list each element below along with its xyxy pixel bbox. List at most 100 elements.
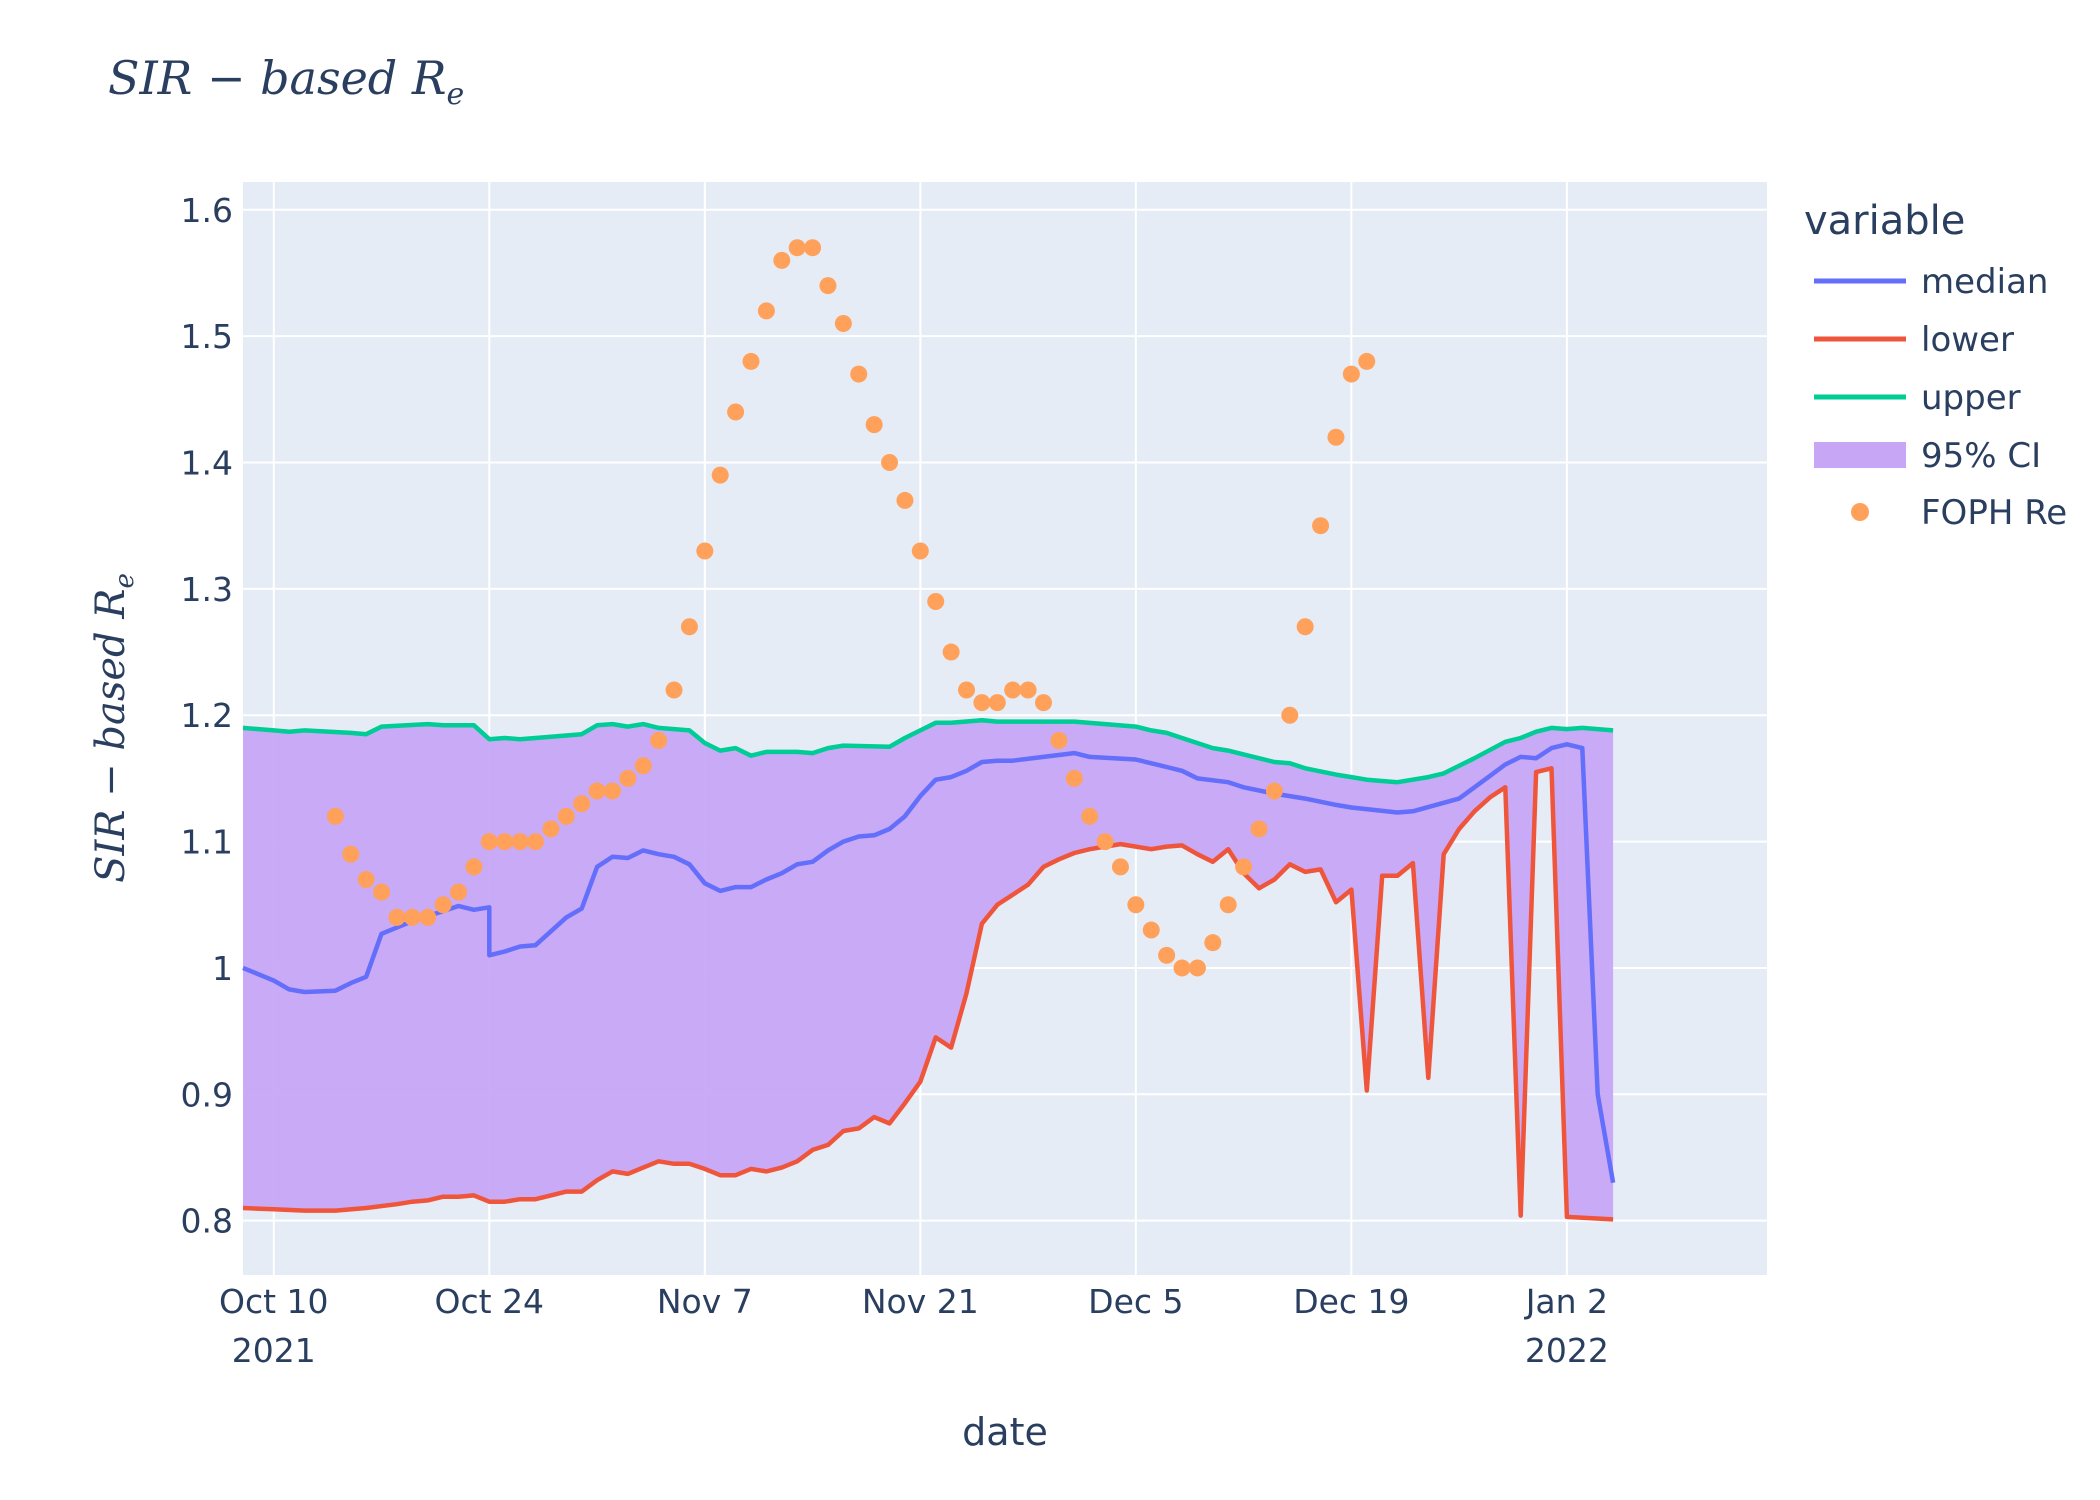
foph-point [958,681,976,699]
legend-label-foph: FOPH Re [1921,493,2067,533]
foph-point [511,833,529,851]
foph-point [526,833,544,851]
foph-point [742,352,760,370]
x-tick-sublabel: 2022 [1525,1331,1609,1370]
foph-point [450,883,468,901]
x-tick-label: Nov 21 [862,1282,979,1321]
foph-point [727,403,745,421]
x-tick-label: Oct 10 [219,1282,329,1321]
foph-point [480,833,498,851]
foph-point [573,795,591,813]
foph-point [696,542,714,560]
foph-point [711,466,729,484]
foph-point [373,883,391,901]
y-axis-title: SIR − based Re [88,573,140,883]
foph-point [1081,807,1099,825]
chart-title-main: SIR − based R [108,51,447,105]
series-line-upper [242,718,1614,785]
foph-point [496,833,514,851]
foph-point [819,277,837,295]
foph-point [1250,820,1268,838]
foph-point [942,643,960,661]
foph-point [1342,365,1360,383]
foph-point [388,908,406,926]
foph-point [650,732,668,750]
foph-point [1296,618,1314,636]
y-tick-label: 1.2 [181,696,233,735]
foph-point [1050,732,1068,750]
y-tick-label: 1 [212,949,233,988]
legend: variable median lower upper 95% CI FOPH … [1804,198,2067,533]
y-tick-label: 1.6 [181,191,233,230]
foph-point [1219,896,1237,914]
foph-points [326,239,1376,977]
foph-point [865,416,883,434]
x-tick-label: Nov 7 [657,1282,753,1321]
foph-point [1265,782,1283,800]
foph-point [419,908,437,926]
foph-point [1312,517,1330,535]
legend-label-median: median [1921,262,2048,302]
foph-point [665,681,683,699]
y-tick-label: 0.8 [181,1202,233,1241]
legend-label-upper: upper [1921,378,2021,418]
legend-item-foph[interactable]: FOPH Re [1851,493,2067,533]
x-tick-label: Dec 5 [1088,1282,1183,1321]
foph-point [1358,352,1376,370]
legend-item-upper[interactable]: upper [1814,378,2021,418]
foph-point [773,251,791,269]
foph-point [850,365,868,383]
foph-point [1065,769,1083,787]
x-tick-label: Dec 19 [1293,1282,1409,1321]
foph-point [911,542,929,560]
foph-point [357,870,375,888]
x-tick-label: Jan 2 [1524,1282,1608,1321]
series-line-median [242,742,1616,1184]
foph-point [326,807,344,825]
x-axis-title: date [962,1410,1048,1454]
foph-point [1127,896,1145,914]
legend-item-lower[interactable]: lower [1814,320,2014,360]
foph-point [434,896,452,914]
legend-title: variable [1804,198,1965,244]
foph-point [1111,858,1129,876]
x-tick-sublabel: 2021 [232,1331,316,1370]
legend-label-ci: 95% CI [1921,436,2041,476]
foph-point [542,820,560,838]
x-axis-ticks: Oct 10 2021 Oct 24 Nov 7 Nov 21 Dec 5 Dec 19 Ja… [219,1282,1609,1370]
foph-point [1034,694,1052,712]
y-axis-title-subscript: e [110,573,140,588]
foph-point [1004,681,1022,699]
ci-band-area [243,720,1614,1220]
chart-title-subscript: e [447,77,465,112]
y-tick-label: 1.5 [181,317,233,356]
foph-point [1142,921,1160,939]
foph-point [834,315,852,333]
legend-item-ci[interactable]: 95% CI [1814,436,2041,476]
foph-point [896,491,914,509]
foph-point [1188,959,1206,977]
legend-swatch-foph [1851,503,1869,521]
chart-title: SIR − based Re [108,51,464,112]
x-tick-label: Oct 24 [435,1282,545,1321]
legend-item-median[interactable]: median [1814,262,2048,302]
foph-point [927,593,945,611]
foph-point [680,618,698,636]
foph-point [588,782,606,800]
series-lines [242,718,1616,1222]
foph-point [804,239,822,257]
legend-label-lower: lower [1921,320,2014,360]
foph-point [973,694,991,712]
ci-band [243,720,1614,1220]
foph-point [1019,681,1037,699]
y-axis-ticks: 0.8 0.9 1 1.1 1.2 1.3 1.4 1.5 1.6 [181,191,233,1241]
y-tick-label: 1.1 [181,823,233,862]
foph-point [634,757,652,775]
foph-point [1235,858,1253,876]
foph-point [1204,934,1222,952]
foph-point [465,858,483,876]
foph-point [788,239,806,257]
foph-point [881,454,899,472]
y-tick-label: 0.9 [181,1075,233,1114]
